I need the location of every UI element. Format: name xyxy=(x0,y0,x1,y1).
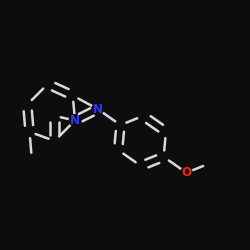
Text: N: N xyxy=(93,102,103,116)
Text: O: O xyxy=(181,166,191,179)
Circle shape xyxy=(92,104,104,115)
Text: N: N xyxy=(70,114,80,127)
Circle shape xyxy=(181,167,192,178)
Circle shape xyxy=(69,115,81,126)
